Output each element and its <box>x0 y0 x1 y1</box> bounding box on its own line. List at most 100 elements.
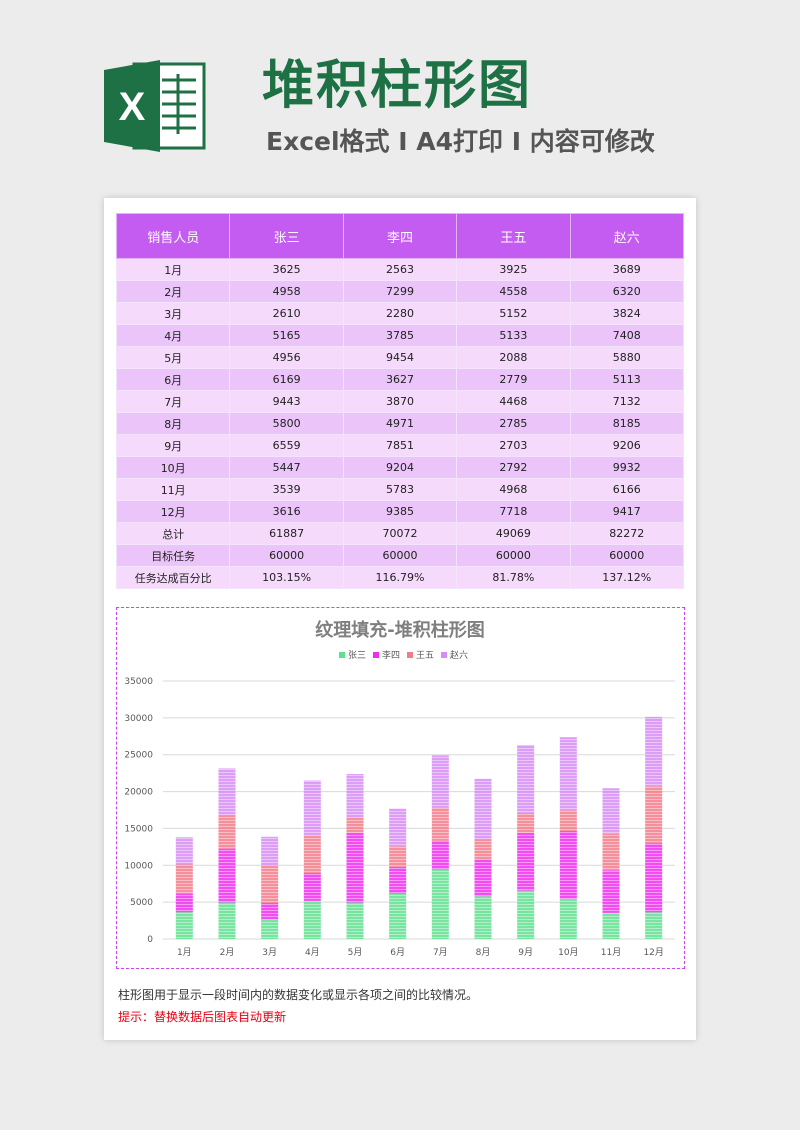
chart-container: 纹理填充-堆积柱形图 张三 李四 王五 赵六 0 5000 10000 15000 20000 25… <box>116 607 685 969</box>
y-tick-label: 0 <box>147 935 153 945</box>
y-tick-label: 25000 <box>124 751 153 761</box>
table-cell: 3824 <box>569 302 685 325</box>
row-label-cell: 6月 <box>115 368 231 391</box>
table-cell: 7132 <box>569 390 685 413</box>
table-row: 总计 61887 70072 49069 82272 <box>115 522 685 545</box>
table-cell: 49069 <box>456 522 571 545</box>
bar-segment <box>261 919 279 939</box>
table-cell: 7408 <box>569 324 685 347</box>
legend-swatch-icon <box>441 652 447 658</box>
table-cell: 7718 <box>456 500 571 523</box>
table-cell: 5113 <box>569 368 685 391</box>
table-cell: 116.79% <box>342 566 458 589</box>
table-row: 目标任务 60000 60000 60000 60000 <box>115 544 685 567</box>
table-cell: 2779 <box>456 368 571 391</box>
column-header-salesperson: 王五 <box>456 213 571 259</box>
legend-label: 赵六 <box>450 649 468 661</box>
legend-label: 张三 <box>348 650 366 661</box>
table-cell: 82272 <box>569 522 685 545</box>
template-card: 销售人员 张三 李四 王五 赵六 1月 3625 2563 3925 3689 2月 4958 729… <box>104 198 696 1040</box>
x-tick-label: 1月 <box>177 947 192 958</box>
table-cell: 5783 <box>342 478 458 501</box>
bar-segment <box>346 902 364 939</box>
row-label-cell: 总计 <box>115 522 231 545</box>
y-tick-label: 30000 <box>124 714 153 724</box>
bar-segment <box>303 900 321 939</box>
x-tick-label: 6月 <box>390 947 405 958</box>
table-cell: 2792 <box>456 456 571 479</box>
bar-segment <box>303 835 321 874</box>
x-tick-label: 12月 <box>643 947 663 958</box>
bar-segment <box>261 902 279 920</box>
table-cell: 5165 <box>229 324 344 347</box>
column-header-salesperson: 赵六 <box>569 213 685 259</box>
table-cell: 2280 <box>342 302 458 325</box>
legend-label: 王五 <box>416 650 434 661</box>
table-row: 4月 5165 3785 5133 7408 <box>115 324 685 347</box>
bar-segment <box>389 808 407 847</box>
table-row: 2月 4958 7299 4558 6320 <box>115 280 685 303</box>
bar-segment <box>517 812 535 833</box>
row-label-cell: 4月 <box>115 324 231 347</box>
bar-segment <box>346 774 364 818</box>
table-header-row: 销售人员 张三 李四 王五 赵六 <box>115 213 685 259</box>
table-cell: 4971 <box>342 412 458 435</box>
table-cell: 3616 <box>229 500 344 523</box>
legend-swatch-icon <box>339 652 345 658</box>
x-tick-label: 11月 <box>601 947 621 958</box>
table-cell: 60000 <box>456 544 571 567</box>
page-title: 堆积柱形图 <box>262 56 533 116</box>
bar-segment <box>474 778 492 840</box>
table-cell: 9932 <box>569 456 685 479</box>
table-cell: 9454 <box>342 346 458 369</box>
table-row: 7月 9443 3870 4468 7132 <box>115 390 685 413</box>
table-cell: 70072 <box>342 522 458 545</box>
bar-segment <box>559 898 577 939</box>
bar-segment <box>517 744 535 813</box>
bar-segment <box>346 832 364 903</box>
row-label-cell: 8月 <box>115 412 231 435</box>
bar-segment <box>431 755 449 808</box>
y-tick-label: 5000 <box>130 898 153 908</box>
table-cell: 103.15% <box>229 566 344 589</box>
table-row: 12月 3616 9385 7718 9417 <box>115 500 685 523</box>
table-cell: 3870 <box>342 390 458 413</box>
page-subtitle: Excel格式 I A4打印 I 内容可修改 <box>266 127 655 156</box>
table-cell: 61887 <box>229 522 344 545</box>
x-tick-label: 5月 <box>348 947 363 958</box>
table-row: 1月 3625 2563 3925 3689 <box>115 258 685 281</box>
row-label-cell: 目标任务 <box>115 544 231 567</box>
bar-segment <box>559 831 577 899</box>
bar-segment <box>645 912 663 939</box>
y-tick-label: 35000 <box>124 677 153 687</box>
table-row: 3月 2610 2280 5152 3824 <box>115 302 685 325</box>
table-cell: 2088 <box>456 346 571 369</box>
table-cell: 9204 <box>342 456 458 479</box>
bar-segment <box>389 846 407 867</box>
table-cell: 4968 <box>456 478 571 501</box>
table-cell: 3625 <box>229 258 344 281</box>
table-cell: 2610 <box>229 302 344 325</box>
bar-segment <box>218 848 236 903</box>
table-body: 1月 3625 2563 3925 3689 2月 4958 7299 4558 6320 3月 26… <box>115 258 685 589</box>
bar-segment <box>559 737 577 811</box>
bar-segment <box>175 912 193 939</box>
table-cell: 9443 <box>229 390 344 413</box>
bar-segment <box>346 817 364 833</box>
table-cell: 3925 <box>456 258 571 281</box>
table-cell: 60000 <box>569 544 685 567</box>
table-cell: 2785 <box>456 412 571 435</box>
bar-segment <box>645 843 663 913</box>
table-cell: 6559 <box>229 434 344 457</box>
x-tick-label: 3月 <box>262 947 277 958</box>
x-tick-label: 4月 <box>305 947 320 958</box>
table-cell: 4958 <box>229 280 344 303</box>
row-label-cell: 2月 <box>115 280 231 303</box>
table-cell: 3539 <box>229 478 344 501</box>
table-row: 6月 6169 3627 2779 5113 <box>115 368 685 391</box>
bar-segment <box>218 768 236 816</box>
bar-segment <box>602 912 620 939</box>
bar-segment <box>261 836 279 865</box>
legend-item: 李四 <box>373 649 400 661</box>
table-row: 9月 6559 7851 2703 9206 <box>115 434 685 457</box>
